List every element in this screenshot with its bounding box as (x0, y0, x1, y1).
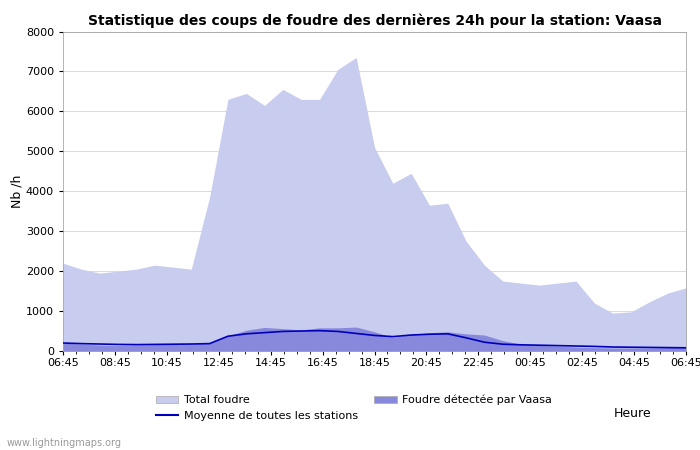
Title: Statistique des coups de foudre des dernières 24h pour la station: Vaasa: Statistique des coups de foudre des dern… (88, 13, 662, 27)
Text: www.lightningmaps.org: www.lightningmaps.org (7, 438, 122, 448)
Y-axis label: Nb /h: Nb /h (10, 175, 23, 208)
Legend: Total foudre, Moyenne de toutes les stations, Foudre détectée par Vaasa: Total foudre, Moyenne de toutes les stat… (156, 395, 552, 421)
Text: Heure: Heure (613, 407, 651, 420)
